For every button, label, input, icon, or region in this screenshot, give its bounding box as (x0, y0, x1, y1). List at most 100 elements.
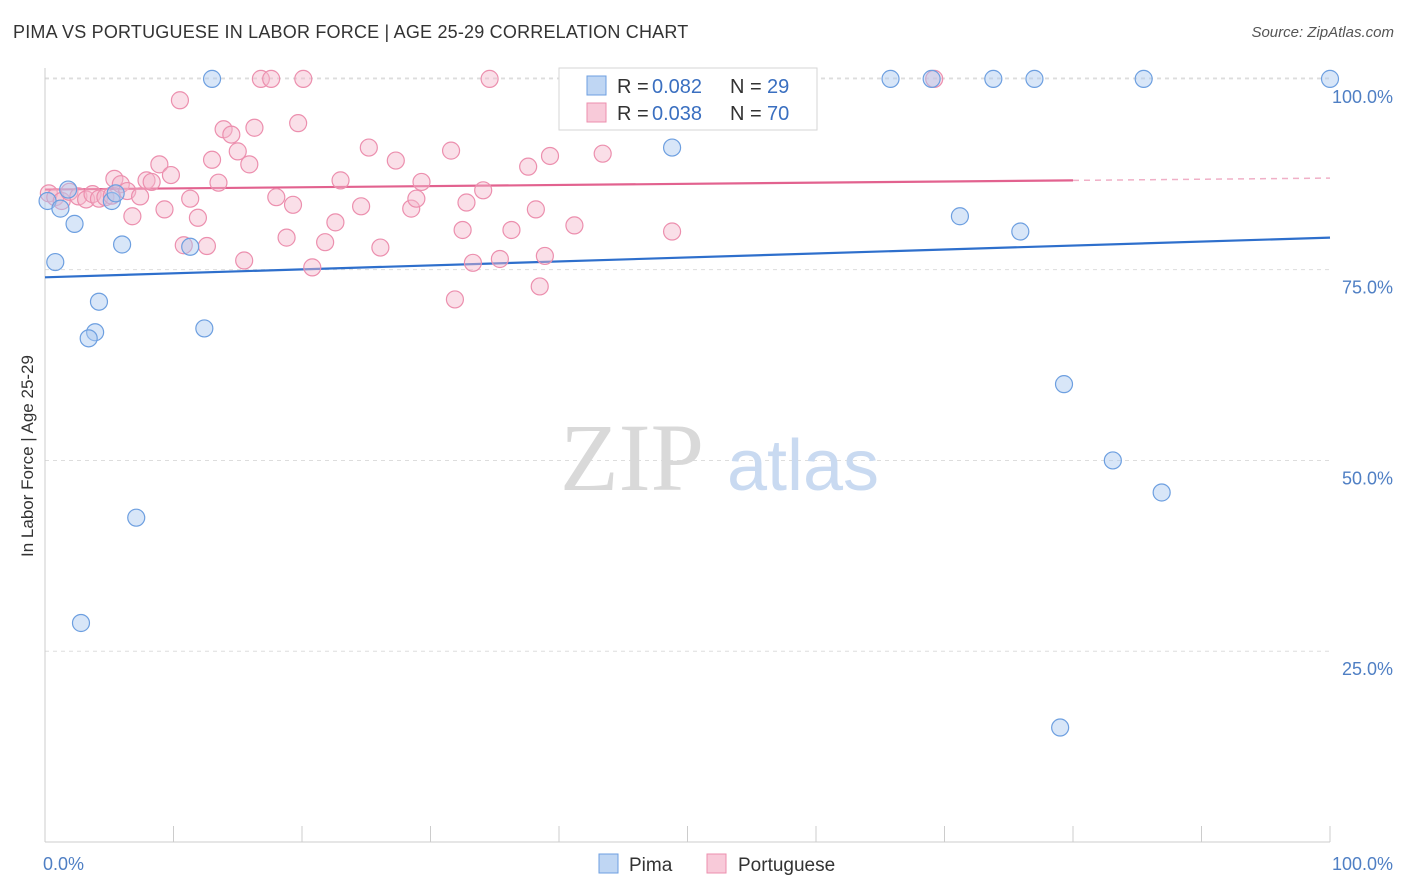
bottom-legend-swatch-pima (598, 853, 619, 874)
point-pima-3 (46, 252, 65, 272)
legend-r-value-portuguese: 0.038 (652, 103, 702, 125)
point-portuguese-35 (267, 188, 286, 207)
point-portuguese-49 (407, 189, 426, 208)
point-pima-22 (1320, 69, 1340, 88)
point-pima-4 (65, 214, 84, 233)
point-pima-2 (59, 180, 78, 199)
trendline-portuguese (44, 179, 1074, 191)
point-pima-25 (1054, 375, 1074, 394)
point-pima-24 (1011, 222, 1030, 241)
x-tick-label-min: 0.0% (43, 854, 84, 874)
point-portuguese-65 (565, 216, 584, 235)
point-portuguese-46 (371, 238, 390, 257)
point-pima-20 (1025, 69, 1044, 88)
point-portuguese-60 (519, 157, 538, 176)
point-portuguese-68 (662, 222, 682, 241)
legend-r-label-portuguese: R = (617, 103, 649, 125)
point-portuguese-25 (202, 150, 222, 169)
point-portuguese-62 (530, 277, 549, 296)
point-pima-1 (51, 199, 70, 218)
point-portuguese-22 (181, 189, 200, 208)
point-pima-16 (662, 138, 682, 157)
point-pima-13 (127, 508, 146, 527)
point-portuguese-43 (331, 171, 350, 190)
point-portuguese-28 (222, 125, 241, 144)
point-pima-11 (181, 237, 200, 256)
legend-r-label-pima: R = (617, 76, 649, 98)
point-portuguese-45 (359, 138, 378, 157)
watermark-zip: ZIP (560, 404, 704, 511)
point-portuguese-59 (502, 220, 521, 240)
legend-box: R = 0.082 N = 29 R = 0.038 N = 70 (558, 67, 818, 131)
point-portuguese-37 (283, 195, 303, 214)
point-portuguese-57 (480, 69, 499, 88)
point-portuguese-51 (441, 141, 461, 160)
point-pima-27 (1152, 483, 1171, 502)
point-portuguese-42 (326, 213, 345, 232)
bottom-legend-label-pima: Pima (629, 855, 673, 876)
point-portuguese-53 (453, 220, 472, 240)
legend-swatch-pima (586, 75, 607, 96)
point-portuguese-63 (535, 246, 554, 266)
legend-n-value-pima: 29 (767, 76, 789, 98)
legend-n-value-portuguese: 70 (767, 103, 789, 125)
point-pima-14 (71, 613, 91, 633)
legend-n-label-pima: N = (730, 76, 762, 98)
point-portuguese-66 (593, 144, 612, 163)
point-portuguese-58 (490, 249, 509, 269)
point-portuguese-64 (540, 146, 560, 166)
point-portuguese-2 (52, 191, 71, 211)
source-label: Source: ZipAtlas.com (1251, 24, 1394, 41)
legend-swatch-portuguese (586, 102, 607, 123)
y-tick-label-25: 25.0% (1342, 659, 1393, 679)
point-portuguese-56 (474, 181, 493, 200)
bottom-legend-label-portuguese: Portuguese (738, 855, 835, 876)
legend-r-value-pima: 0.082 (652, 76, 702, 98)
point-pima-6 (106, 184, 125, 203)
trend-layer (44, 177, 1331, 279)
point-portuguese-21 (174, 236, 193, 255)
point-pima-15 (202, 69, 222, 88)
point-portuguese-16 (142, 172, 161, 192)
grid-layer (45, 77, 1330, 652)
point-portuguese-47 (386, 151, 405, 170)
point-portuguese-32 (245, 118, 264, 137)
point-portuguese-39 (294, 69, 313, 88)
point-portuguese-54 (457, 193, 476, 212)
point-portuguese-38 (289, 114, 308, 133)
watermark-atlas: atlas (727, 426, 879, 506)
point-portuguese-19 (161, 165, 181, 185)
point-pima-17 (881, 69, 900, 88)
point-portuguese-48 (402, 199, 421, 218)
point-portuguese-20 (170, 91, 190, 110)
point-portuguese-41 (316, 233, 335, 252)
point-pima-12 (195, 319, 214, 338)
point-portuguese-33 (251, 69, 270, 88)
bottom-legend-swatch-portuguese (706, 853, 727, 874)
points-layer (38, 69, 1340, 737)
point-pima-10 (79, 329, 98, 348)
point-portuguese-50 (412, 172, 431, 192)
point-portuguese-23 (188, 208, 208, 227)
trendline-pima (44, 236, 1331, 279)
point-portuguese-44 (352, 197, 371, 216)
y-tick-label-100: 100.0% (1332, 87, 1393, 107)
point-pima-19 (984, 69, 1003, 88)
point-portuguese-52 (445, 290, 465, 309)
point-pima-23 (950, 207, 970, 226)
point-portuguese-29 (228, 142, 247, 161)
watermark: ZIP atlas (560, 404, 879, 511)
y-tick-label-50: 50.0% (1342, 468, 1393, 488)
point-portuguese-26 (209, 173, 228, 192)
point-portuguese-13 (123, 207, 142, 226)
x-tick-label-max: 100.0% (1332, 854, 1393, 874)
point-portuguese-31 (240, 155, 259, 174)
point-pima-28 (1051, 718, 1070, 737)
bottom-legend: Pima Portuguese (598, 853, 835, 876)
trendline-portuguese-extension (1072, 177, 1331, 182)
point-pima-21 (1134, 69, 1153, 88)
y-axis-label: In Labor Force | Age 25-29 (18, 355, 37, 557)
point-portuguese-17 (150, 155, 169, 174)
point-portuguese-30 (235, 251, 254, 270)
